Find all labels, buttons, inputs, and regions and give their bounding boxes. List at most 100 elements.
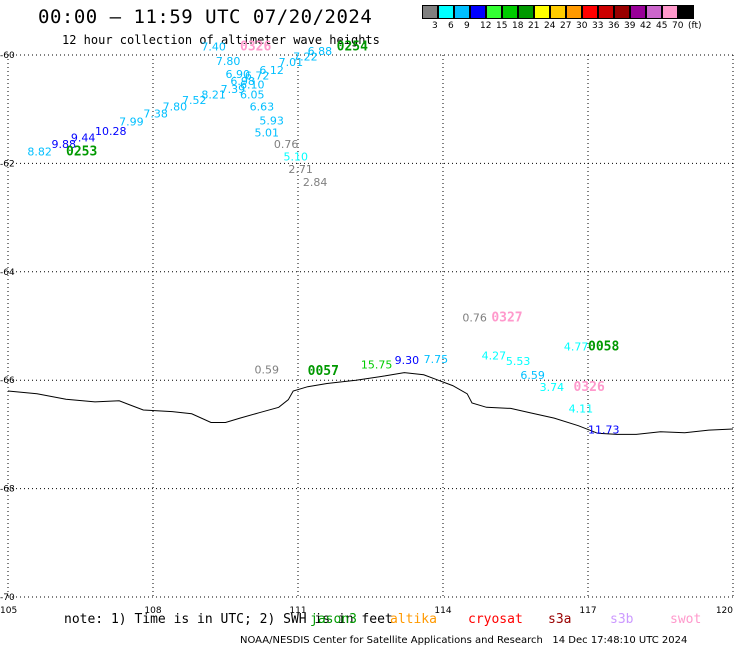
wave-height-value: 7.40 xyxy=(201,41,226,54)
colorbar-label: 6 xyxy=(448,21,454,31)
colorbar-label: 15 xyxy=(496,21,508,31)
x-tick-label: 111 xyxy=(289,606,306,616)
satellite-legend-item: cryosat xyxy=(468,612,523,627)
wave-height-colorbar xyxy=(422,5,694,19)
wave-height-value: 4.27 xyxy=(482,350,507,363)
wave-height-value: 6.05 xyxy=(240,88,265,101)
wave-height-value: 6.59 xyxy=(520,369,545,382)
colorbar-swatch xyxy=(502,5,518,19)
wave-height-value: 5.10 xyxy=(284,151,309,164)
pass-time-label: 0058 xyxy=(588,339,619,354)
satellite-legend-item: s3b xyxy=(610,612,634,627)
colorbar-label: 70 xyxy=(672,21,684,31)
x-tick-label: 105 xyxy=(0,606,17,616)
wave-height-value: 8.82 xyxy=(27,145,52,158)
colorbar-label: 33 xyxy=(592,21,604,31)
wave-height-value: 7.01 xyxy=(279,56,304,69)
wave-height-value: 5.01 xyxy=(255,126,280,139)
colorbar-swatch xyxy=(422,5,438,19)
wave-height-value: 0.76 xyxy=(274,138,299,151)
colorbar-label: 36 xyxy=(608,21,620,31)
wave-height-value: 10.28 xyxy=(95,125,127,138)
coastline xyxy=(7,372,734,435)
wave-height-value: 6.72 xyxy=(245,69,269,82)
colorbar-swatch xyxy=(486,5,502,19)
colorbar-swatch xyxy=(470,5,486,19)
wave-height-value: 6.88 xyxy=(308,45,333,58)
colorbar-label: (ft) xyxy=(688,21,702,31)
map-subtitle: 12 hour collection of altimeter wave hei… xyxy=(62,33,380,47)
wave-height-value: 6.98 xyxy=(230,75,255,88)
colorbar-swatch xyxy=(582,5,598,19)
y-tick-label: -60 xyxy=(0,51,15,61)
colorbar-labels: 3 6 9 12 15 18 21 24 27 30 33 36 39 42 45 70 (ft) xyxy=(422,21,740,33)
wave-height-value: 11.73 xyxy=(588,423,620,436)
wave-height-value: 7.38 xyxy=(143,107,168,120)
wave-height-value: 8.21 xyxy=(201,88,226,101)
wave-height-value: 6.63 xyxy=(250,100,275,113)
pass-time-label: 0326 xyxy=(240,40,271,55)
satellite-legend-item: swot xyxy=(670,612,702,627)
colorbar-swatch xyxy=(518,5,534,19)
wave-height-value: 0.59 xyxy=(255,364,280,377)
wave-height-value: 7.80 xyxy=(163,100,188,113)
wave-height-value: 9.44 xyxy=(71,132,96,145)
satellite-legend-item: jason3 xyxy=(310,612,357,627)
y-tick-label: -68 xyxy=(0,485,15,495)
wave-height-value: 9.30 xyxy=(395,354,420,367)
colorbar-label: 12 xyxy=(480,21,492,31)
colorbar-swatch xyxy=(454,5,470,19)
note-text: note: 1) Time is in UTC; 2) SWH is in fe… xyxy=(64,612,393,627)
wave-height-value: 4.11 xyxy=(569,403,594,416)
wave-height-value: 7.39 xyxy=(221,83,246,96)
colorbar-swatch xyxy=(678,5,694,19)
colorbar-swatch xyxy=(646,5,662,19)
wave-height-value: 9.88 xyxy=(52,138,77,151)
colorbar-label: 24 xyxy=(544,21,556,31)
colorbar-swatch xyxy=(566,5,582,19)
colorbar-label: 39 xyxy=(624,21,636,31)
wave-height-value: 0.76 xyxy=(462,312,487,325)
colorbar-label: 45 xyxy=(656,21,668,31)
wave-height-value: 7.22 xyxy=(293,50,318,63)
colorbar-swatch xyxy=(534,5,550,19)
colorbar-swatch xyxy=(438,5,454,19)
colorbar-label: 18 xyxy=(512,21,524,31)
y-tick-label: -66 xyxy=(0,376,15,386)
pass-time-label: 0326 xyxy=(574,380,605,395)
wave-height-value: 2.71 xyxy=(288,163,313,176)
wave-height-value: 6.90 xyxy=(226,68,251,81)
wave-height-value: 6.12 xyxy=(259,64,284,77)
pass-labels: 0253 0326 0254 0057 0327 0058 0326 xyxy=(66,40,619,395)
colorbar-label: 3 xyxy=(432,21,438,31)
x-tick-label: 114 xyxy=(434,606,451,616)
credit-text: NOAA/NESDIS Center for Satellite Applica… xyxy=(240,635,688,646)
map-title: 00:00 – 11:59 UTC 07/20/2024 xyxy=(38,6,373,28)
colorbar-label: 9 xyxy=(464,21,470,31)
satellite-legend-item: s3a xyxy=(548,612,572,627)
observation-labels: 8.829.889.4410.287.997.387.807.528.217.3… xyxy=(27,41,619,437)
colorbar-label: 42 xyxy=(640,21,652,31)
wave-height-value: 15.75 xyxy=(361,358,393,371)
coastline-path xyxy=(7,372,734,435)
colorbar-swatch xyxy=(662,5,678,19)
pass-time-label: 0327 xyxy=(491,311,522,326)
wave-height-value: 5.93 xyxy=(259,114,284,127)
y-tick-label: -70 xyxy=(0,593,15,603)
y-tick-label: -62 xyxy=(0,159,15,169)
wave-height-value: 3.74 xyxy=(540,381,565,394)
wave-height-value: 4.77 xyxy=(564,340,589,353)
wave-height-value: 7.80 xyxy=(216,55,241,68)
colorbar-swatch xyxy=(598,5,614,19)
wave-height-value: 5.53 xyxy=(506,355,531,368)
x-tick-label: 120 xyxy=(716,606,733,616)
wave-height-value: 6.10 xyxy=(240,79,265,92)
colorbar-label: 30 xyxy=(576,21,588,31)
pass-time-label: 0254 xyxy=(337,40,368,55)
colorbar-swatch xyxy=(550,5,566,19)
colorbar-label: 21 xyxy=(528,21,540,31)
x-tick-label: 117 xyxy=(579,606,596,616)
satellite-legend-item: altika xyxy=(390,612,437,627)
x-tick-label: 108 xyxy=(144,606,161,616)
